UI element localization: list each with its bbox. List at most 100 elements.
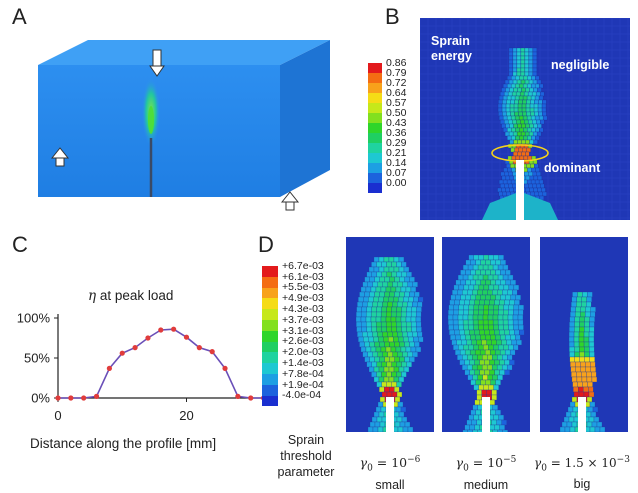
- load-arrow-top: [149, 49, 165, 77]
- legend-d-swatch: [262, 319, 278, 331]
- legend-d-swatch: [262, 266, 278, 277]
- map-big: [540, 237, 628, 432]
- legend-b: 0.86 0.79 0.72 0.64 0.57 0.50 0.43 0.36 0.29 0.21…: [368, 58, 420, 193]
- legend-b-value: 0.50: [386, 106, 407, 119]
- legend-d-row: +4.3e-03: [262, 304, 342, 320]
- data-point: [132, 345, 138, 351]
- support-arrow-left: [50, 147, 70, 167]
- legend-b-swatch: [368, 113, 382, 123]
- x-axis-label: Distance along the profile [mm]: [30, 436, 217, 451]
- legend-d-row: +4.9e-03: [262, 293, 342, 310]
- legend-b-value: 0.64: [386, 86, 407, 99]
- legend-b-row: 0.29: [368, 138, 420, 153]
- support-arrow-right: [280, 191, 300, 211]
- case-label-medium: γ0 = 10−5 medium: [455, 455, 517, 492]
- data-point: [196, 345, 202, 351]
- case-label-big: γ0 = 1.5 × 10−3 big: [534, 455, 630, 492]
- legend-d-value: +6.1e-03: [282, 270, 324, 283]
- beam-side-face: [280, 40, 330, 197]
- legend-b-row: 0.21: [368, 148, 420, 163]
- map-medium: [442, 237, 530, 432]
- panel-label-b: B: [385, 4, 400, 29]
- negligible-label: negligible: [551, 58, 610, 72]
- legend-d-swatch: [262, 341, 278, 353]
- sprain-energy-title: Sprain energy: [431, 34, 472, 63]
- eta-line-chart: 100% 50% 0% 0 20: [17, 311, 270, 423]
- chart-title: η at peak load: [88, 288, 174, 304]
- legend-d-swatch: [262, 373, 278, 385]
- legend-b-swatch: [368, 93, 382, 103]
- legend-d-row: +5.5e-03: [262, 282, 342, 299]
- y-tick-label: 0%: [31, 391, 50, 406]
- data-point: [248, 395, 254, 401]
- y-tick-label: 100%: [17, 311, 51, 326]
- legend-b-swatch: [368, 173, 382, 183]
- legend-b-value: 0.86: [386, 56, 407, 69]
- legend-d-value: +3.1e-03: [282, 324, 324, 337]
- legend-d-value: +3.7e-03: [282, 313, 324, 326]
- data-point: [222, 365, 228, 371]
- panel-label-c: C: [12, 232, 28, 257]
- legend-d: +6.7e-03 +6.1e-03 +5.5e-03 +4.9e-03 +4.3e-03…: [262, 261, 342, 407]
- legend-b-swatch: [368, 123, 382, 133]
- sprain-energy-map: [420, 18, 630, 220]
- data-point: [106, 365, 112, 371]
- dominant-label: dominant: [544, 161, 601, 175]
- legend-b-value: 0.36: [386, 126, 407, 139]
- legend-d-row: +6.1e-03: [262, 272, 342, 288]
- legend-d-swatch: [262, 363, 278, 374]
- legend-d-row: +3.1e-03: [262, 326, 342, 342]
- legend-b-swatch: [368, 153, 382, 163]
- data-point: [235, 393, 241, 399]
- legend-d-row: +1.9e-04: [262, 380, 342, 396]
- legend-b-value: 0.79: [386, 66, 407, 79]
- legend-d-swatch: [262, 298, 278, 310]
- legend-b-swatch: [368, 73, 382, 83]
- legend-d-value: +5.5e-03: [282, 281, 324, 294]
- legend-d-row: +2.0e-03: [262, 347, 342, 364]
- legend-d-row: +2.6e-03: [262, 336, 342, 353]
- legend-b-swatch: [368, 63, 382, 73]
- y-tick-label: 50%: [24, 351, 50, 366]
- map-small: [346, 237, 434, 432]
- beam-top-face: [38, 40, 330, 65]
- legend-b-row: 0.79: [368, 68, 420, 83]
- notch: [516, 160, 524, 220]
- legend-d-swatch: [262, 384, 278, 396]
- x-tick-label: 0: [54, 408, 61, 423]
- legend-b-row: 0.43: [368, 118, 420, 133]
- beam-front-face: [38, 65, 280, 197]
- legend-b-value: 0.14: [386, 156, 407, 169]
- data-point: [119, 350, 125, 356]
- series-line: [58, 328, 264, 399]
- legend-b-row: 0.86: [368, 58, 420, 73]
- legend-d-value: +6.7e-03: [282, 259, 324, 272]
- legend-d-value: +4.3e-03: [282, 302, 324, 315]
- legend-d-value: +2.0e-03: [282, 346, 324, 359]
- legend-d-row: +6.7e-03: [262, 261, 342, 277]
- legend-b-row: 0.64: [368, 88, 420, 103]
- data-point: [93, 393, 100, 399]
- data-point: [55, 395, 61, 401]
- legend-b-swatch: [368, 103, 382, 113]
- x-tick-label: 20: [179, 408, 193, 423]
- legend-b-value: 0.72: [386, 76, 407, 89]
- data-point: [209, 349, 215, 355]
- legend-d-caption: Sprain threshold parameter: [277, 433, 335, 479]
- data-point: [81, 395, 87, 401]
- legend-b-swatch: [368, 143, 382, 153]
- case-label-small: γ0 = 10−6 small: [359, 455, 421, 492]
- legend-d-value: +7.8e-04: [282, 367, 324, 380]
- data-point: [183, 334, 190, 340]
- legend-b-value: 0.43: [386, 116, 407, 129]
- legend-d-value: +4.9e-03: [282, 292, 324, 305]
- legend-d-swatch: [262, 395, 278, 407]
- legend-d-value: -4.0e-04: [282, 389, 322, 402]
- legend-b-swatch: [368, 133, 382, 143]
- legend-d-swatch: [262, 352, 278, 364]
- beam-3d-model: [38, 40, 330, 211]
- legend-d-row: +1.4e-03: [262, 358, 342, 374]
- legend-b-row: 0.36: [368, 128, 420, 143]
- legend-b-row: 0.07: [368, 168, 420, 183]
- legend-d-swatch: [262, 330, 278, 342]
